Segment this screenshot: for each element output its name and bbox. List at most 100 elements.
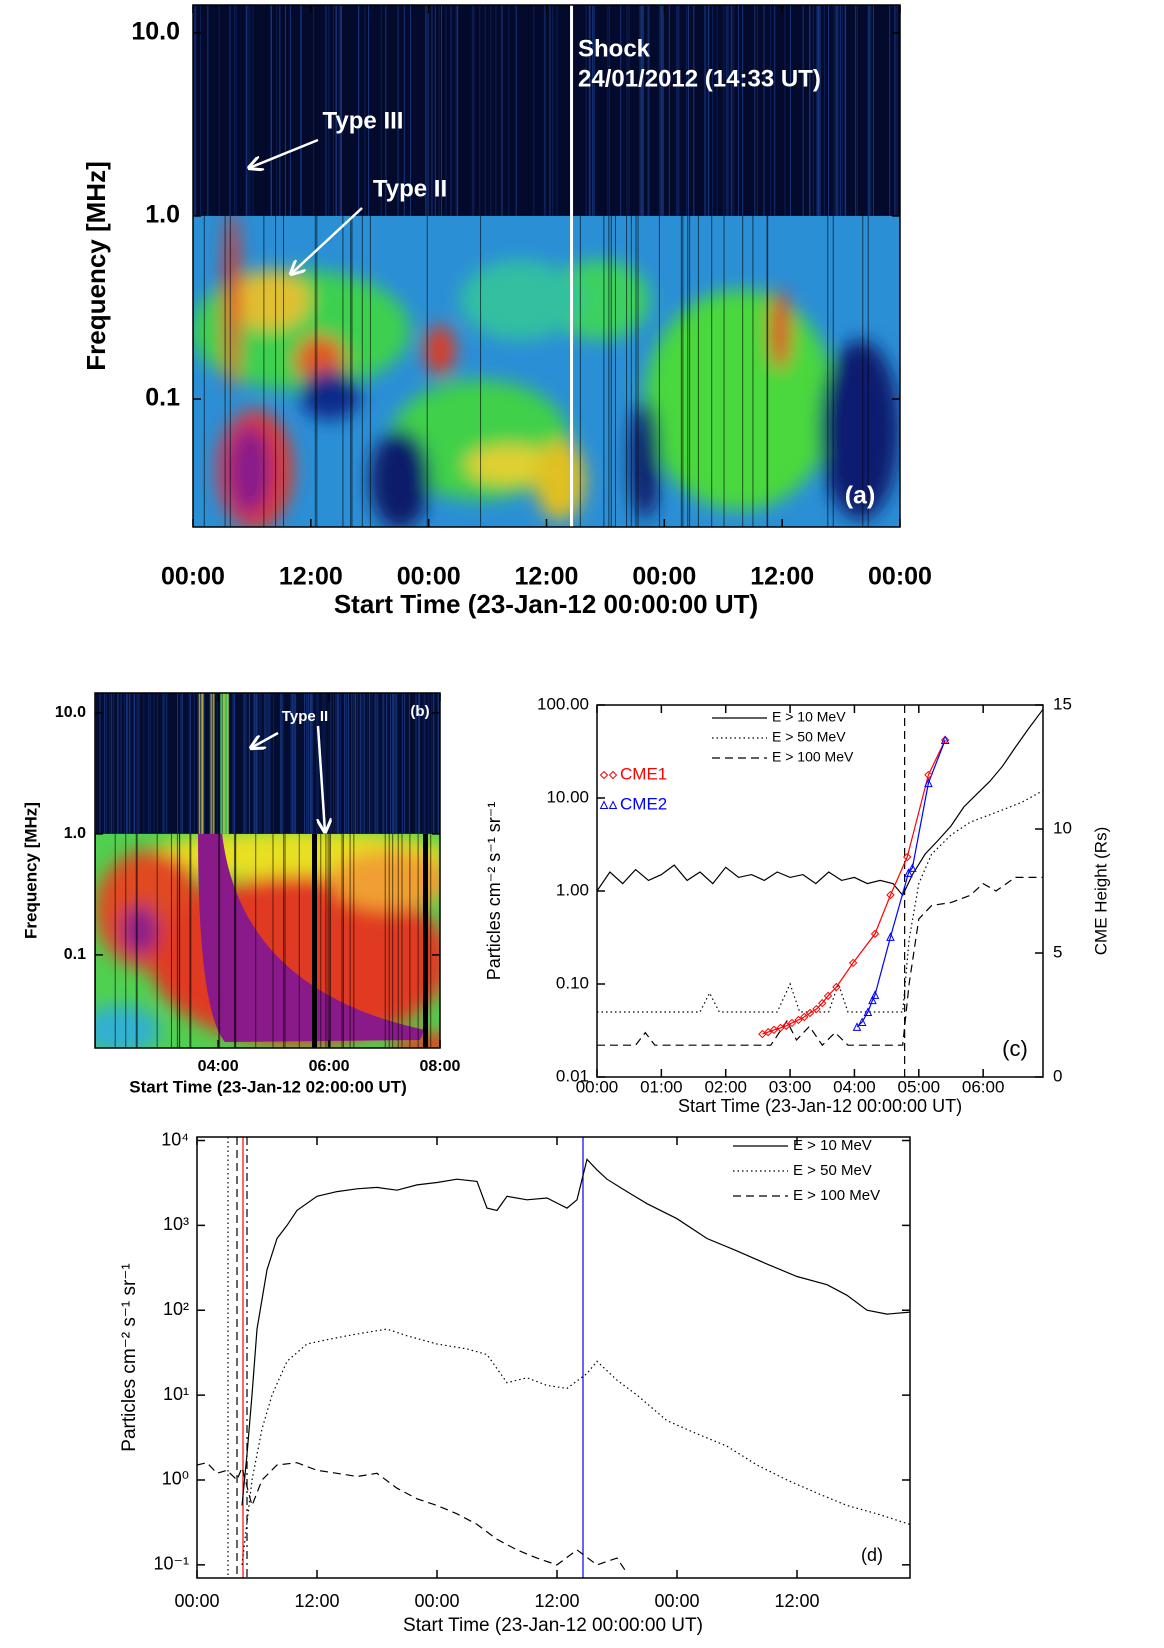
marker (940, 735, 950, 744)
x-axis-label: Start Time (23-Jan-12 00:00:00 UT) (678, 1096, 962, 1116)
marker (823, 991, 833, 1001)
x-tick-label: 03:00 (769, 1077, 812, 1096)
blob (645, 290, 835, 510)
axis-frame (196, 1136, 911, 1579)
blob (770, 290, 790, 370)
y2-tick-label: 5 (1053, 942, 1062, 961)
panel-label: (d) (861, 1545, 883, 1565)
blob (820, 340, 900, 520)
streak (209, 693, 212, 834)
legend-swatch (608, 770, 618, 780)
legend-label: E > 100 MeV (793, 1187, 880, 1204)
annotation: 24/01/2012 (14:33 UT) (578, 65, 821, 92)
marker (782, 1021, 791, 1031)
y-tick-label: 1.00 (556, 880, 589, 899)
x-tick-label: 00:00 (161, 563, 225, 591)
streak (223, 693, 226, 834)
y-tick-label: 10¹ (163, 1384, 189, 1404)
marker (805, 1008, 815, 1018)
x-axis-label: Start Time (23-Jan-12 00:00:00 UT) (334, 589, 758, 619)
legend-label: E > 10 MeV (793, 1137, 872, 1154)
series-line (197, 1462, 628, 1574)
x-tick-label: 06:00 (309, 1058, 350, 1075)
annotation: Type II (282, 708, 328, 725)
series-line (241, 1328, 910, 1565)
spectrogram-texture (95, 693, 440, 1048)
legend-label: E > 50 MeV (772, 729, 846, 745)
marker (787, 1018, 797, 1028)
x-axis-label: Start Time (23-Jan-12 02:00:00 UT) (129, 1077, 406, 1096)
streak (212, 693, 215, 834)
y-tick-label: 10⁴ (161, 1129, 189, 1149)
marker (800, 1012, 809, 1022)
y-tick-label: 0.01 (556, 1066, 589, 1085)
marker (924, 778, 933, 788)
panel-label: (c) (1002, 1036, 1028, 1061)
blob (550, 260, 650, 340)
blob (95, 1005, 160, 1048)
blob (198, 833, 425, 1042)
streak (225, 693, 228, 834)
plot-area (95, 693, 440, 1048)
y-axis-label: Particles cm⁻² s⁻¹ sr⁻¹ (484, 802, 504, 981)
marker (776, 1023, 785, 1033)
annotation-arrow (291, 207, 363, 274)
x-axis-label: Start Time (23-Jan-12 00:00:00 UT) (403, 1615, 703, 1636)
legend-label: E > 100 MeV (772, 749, 854, 765)
legend-swatch (599, 770, 609, 780)
legend-swatch (608, 800, 618, 809)
plot-area (193, 5, 900, 527)
y-tick-label: 10⁻¹ (153, 1554, 189, 1574)
y-tick-label: 1.0 (64, 825, 86, 842)
panel-label: (a) (845, 482, 876, 510)
marker (924, 770, 933, 780)
x-tick-label: 12:00 (750, 563, 814, 591)
x-tick-label: 00:00 (632, 563, 696, 591)
x-tick-label: 12:00 (774, 1591, 819, 1611)
marker (818, 998, 827, 1008)
marker (848, 958, 858, 968)
blob (535, 440, 585, 520)
marker (863, 1007, 873, 1017)
y-tick-label: 1.0 (145, 201, 180, 229)
top-band (193, 5, 900, 216)
plot-area (197, 1137, 910, 1578)
y-axis-label: Frequency [MHz] (81, 161, 111, 370)
spectrogram-texture (193, 5, 900, 527)
series-line (856, 739, 946, 1028)
annotation: Type III (323, 107, 404, 134)
panel: 00:00 12:00 00:00 12:00 00:00 12:00 00:00 0.1 1.… (81, 4, 932, 619)
marker (886, 932, 895, 941)
x-tick-label: 00:00 (576, 1077, 619, 1096)
blob (230, 270, 310, 330)
legend-label: E > 10 MeV (772, 709, 846, 725)
y-tick-label: 10² (163, 1299, 189, 1319)
marker (769, 1025, 779, 1035)
x-tick-label: 12:00 (279, 563, 343, 591)
y2-tick-label: 10 (1053, 818, 1072, 837)
marker (902, 852, 912, 862)
marker (763, 1027, 773, 1037)
y-tick-label: 100.00 (537, 694, 589, 713)
marker (870, 990, 880, 999)
y-tick-label: 10.00 (546, 787, 589, 806)
streak (423, 833, 428, 1048)
marker (832, 982, 841, 992)
blob (465, 445, 555, 485)
legend-label: CME1 (620, 764, 667, 783)
x-tick-label: 12:00 (515, 563, 579, 591)
x-tick-label: 00:00 (174, 1591, 219, 1611)
x-tick-label: 12:00 (294, 1591, 339, 1611)
blob (460, 260, 580, 340)
plot-area (597, 705, 1043, 1077)
x-tick-label: 12:00 (534, 1591, 579, 1611)
y-tick-label: 10⁰ (162, 1469, 189, 1489)
y-tick-label: 0.10 (556, 973, 589, 992)
y2-axis-label: CME Height (Rs) (1091, 827, 1110, 955)
marker (868, 995, 877, 1005)
blob (224, 210, 240, 390)
series-line (597, 876, 1043, 1047)
marker (857, 1017, 867, 1026)
panel: 00:00 12:00 00:00 12:00 00:00 12:00 10⁻¹ 10⁰ 10¹… (119, 1129, 911, 1636)
